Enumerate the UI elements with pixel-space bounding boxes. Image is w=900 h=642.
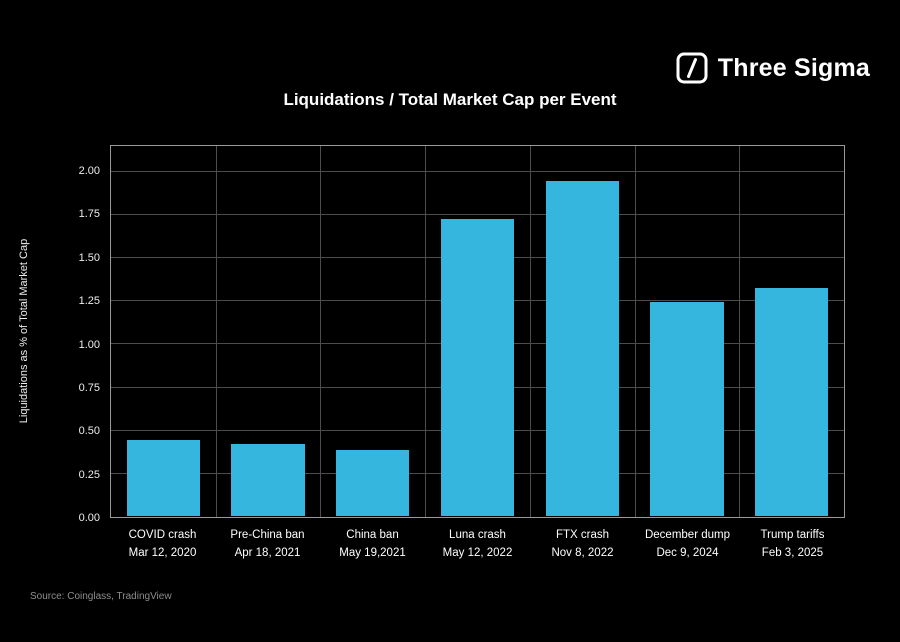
x-tick-event: COVID crash xyxy=(128,529,197,541)
chart-title: Liquidations / Total Market Cap per Even… xyxy=(283,90,617,109)
source-text: Source: Coinglass, TradingView xyxy=(30,591,172,602)
x-tick-date: Mar 12, 2020 xyxy=(128,547,197,560)
bar-december-dump xyxy=(650,302,724,516)
v-gridline xyxy=(634,146,636,517)
bar-pre-china-ban xyxy=(231,443,305,516)
three-sigma-logo-icon xyxy=(676,52,708,84)
y-tick-label: 1.75 xyxy=(78,208,100,221)
x-tick-event: China ban xyxy=(346,529,399,541)
brand: Three Sigma xyxy=(676,52,870,84)
x-tick-label: Trump tariffs Feb 3, 2025 xyxy=(740,526,845,563)
plot-area xyxy=(110,145,845,518)
bar-trump-tariffs xyxy=(754,288,829,516)
y-tick-label: 0.50 xyxy=(78,425,100,438)
bar-covid-crash xyxy=(126,440,200,516)
v-gridline xyxy=(739,146,741,517)
x-tick-label: FTX crash Nov 8, 2022 xyxy=(530,526,635,563)
y-tick-label: 1.00 xyxy=(78,338,100,351)
y-tick-label: 1.25 xyxy=(78,295,100,308)
x-tick-label: COVID crash Mar 12, 2020 xyxy=(110,526,215,563)
chart: 0.00 0.25 0.50 0.75 1.00 1.25 1.50 1.75 2.00 xyxy=(79,145,845,524)
x-tick-event: FTX crash xyxy=(555,529,610,541)
y-tick-label: 2.00 xyxy=(78,165,100,178)
y-tick-label: 0.75 xyxy=(78,381,100,394)
y-tick-label: 0.25 xyxy=(78,468,100,481)
x-tick-date: Dec 9, 2024 xyxy=(656,547,719,560)
x-tick-label: Pre-China ban Apr 18, 2021 xyxy=(215,526,320,563)
bar-ftx-crash xyxy=(545,181,619,516)
x-tick-event: December dump xyxy=(644,529,730,541)
x-tick-date: Feb 3, 2025 xyxy=(761,547,824,560)
y-axis-label: Liquidations as % of Total Market Cap xyxy=(18,238,30,424)
x-tick-label: China ban May 19,2021 xyxy=(320,526,425,563)
bar-luna-crash xyxy=(440,219,515,516)
x-tick-label: Luna crash May 12, 2022 xyxy=(425,526,530,563)
y-tick-label: 0.00 xyxy=(78,512,100,524)
h-gridline xyxy=(111,170,844,172)
y-tick-label: 1.50 xyxy=(78,251,100,264)
x-tick-date: May 12, 2022 xyxy=(442,547,513,560)
x-tick-event: Pre-China ban xyxy=(230,529,305,541)
h-gridline xyxy=(111,214,844,216)
x-axis-labels: COVID crash Mar 12, 2020 Pre-China ban Apr … xyxy=(110,526,845,563)
x-tick-date: May 19,2021 xyxy=(339,547,406,560)
brand-name: Three Sigma xyxy=(717,53,870,82)
v-gridline xyxy=(320,146,322,517)
v-gridline xyxy=(215,146,217,517)
v-gridline xyxy=(425,146,427,517)
v-gridline xyxy=(529,146,531,517)
x-tick-event: Trump tariffs xyxy=(760,529,825,541)
x-tick-event: Luna crash xyxy=(449,529,506,541)
bar-china-ban xyxy=(336,450,410,516)
x-tick-date: Nov 8, 2022 xyxy=(551,547,614,560)
x-tick-date: Apr 18, 2021 xyxy=(234,547,301,560)
x-tick-label: December dump Dec 9, 2024 xyxy=(635,526,740,563)
